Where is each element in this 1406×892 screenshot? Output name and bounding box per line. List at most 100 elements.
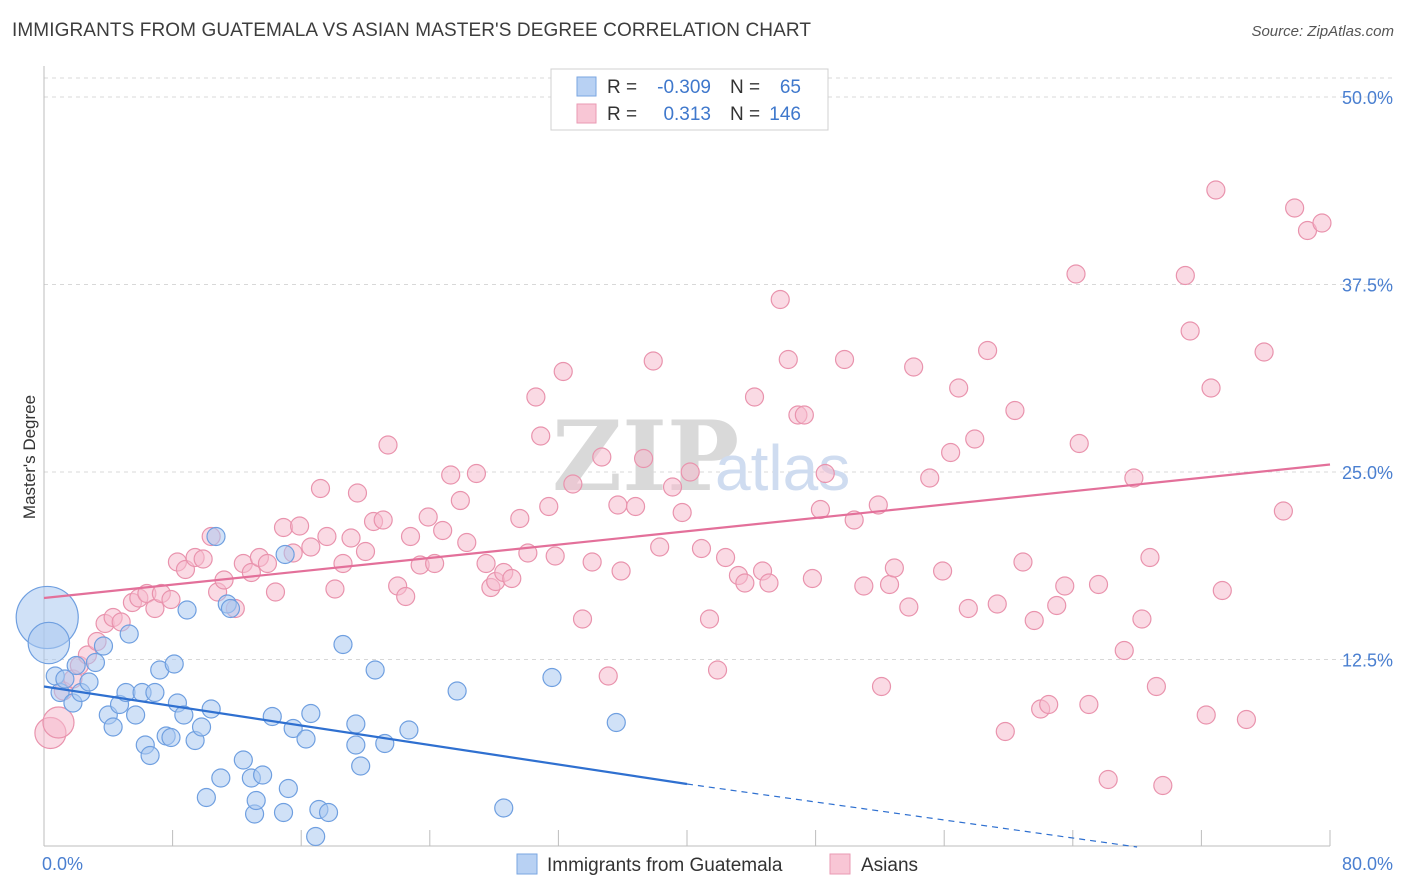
asians-point-1 (42, 706, 75, 739)
guatemala-point-47 (301, 703, 321, 724)
asians-point-125 (1098, 769, 1118, 790)
guatemala-point-44 (278, 778, 298, 799)
legend-r-label-2: R = (607, 104, 637, 125)
asians-point-85 (735, 573, 755, 593)
asians-point-79 (680, 462, 700, 482)
asians-point-118 (1039, 694, 1059, 715)
asians-point-109 (958, 598, 978, 619)
guatemala-point-12 (103, 717, 123, 737)
asians-point-49 (433, 520, 453, 541)
asians-point-65 (553, 361, 573, 382)
asians-point-64 (545, 546, 565, 566)
guatemala-point-15 (119, 624, 139, 644)
asians-point-98 (854, 576, 874, 596)
asians-point-83 (715, 547, 736, 568)
asians-point-137 (1212, 580, 1232, 601)
asians-point-35 (325, 579, 345, 599)
guatemala-point-54 (351, 756, 371, 776)
asians-point-92 (794, 405, 814, 425)
asians-point-102 (884, 558, 904, 578)
asians-point-74 (633, 448, 654, 469)
guatemala-points (15, 526, 626, 847)
x-tick-labels: 0.0% 80.0% (42, 854, 1393, 874)
chart-title: IMMIGRANTS FROM GUATEMALA VS ASIAN MASTE… (12, 20, 812, 41)
series-label-asians: Asians (861, 855, 918, 876)
y-tick-label-2: 37.5% (1342, 276, 1393, 296)
guatemala-point-31 (201, 699, 221, 719)
guatemala-point-46 (296, 729, 316, 749)
legend-r-value-2: 0.313 (663, 104, 711, 125)
asians-point-28 (265, 582, 286, 602)
guatemala-trend-line (43, 685, 688, 786)
guatemala-point-16 (126, 705, 146, 725)
guatemala-point-48 (306, 826, 326, 847)
asians-point-27 (257, 553, 278, 574)
asians-point-19 (193, 549, 213, 569)
asians-point-47 (418, 507, 438, 527)
asians-point-37 (341, 528, 361, 548)
asians-point-36 (333, 553, 353, 574)
guatemala-point-42 (273, 802, 294, 823)
asians-point-80 (691, 538, 712, 559)
asians-point-38 (347, 483, 368, 503)
asians-point-70 (598, 666, 618, 686)
guatemala-point-4 (55, 669, 75, 689)
asians-point-93 (802, 568, 822, 589)
y-tick-labels: 12.5% 25.0% 37.5% 50.0% (1342, 88, 1393, 671)
asians-point-63 (539, 496, 559, 517)
asians-point-77 (662, 477, 683, 497)
asians-point-111 (978, 340, 998, 361)
asians-point-76 (650, 537, 670, 557)
source-credit: Source: ZipAtlas.com (1251, 23, 1394, 40)
asians-point-51 (450, 490, 470, 511)
asians-point-72 (611, 561, 631, 581)
asians-point-113 (995, 721, 1015, 742)
asians-point-104 (904, 357, 924, 377)
asians-point-112 (987, 594, 1007, 614)
asians-point-67 (572, 609, 593, 629)
asians-point-103 (899, 597, 919, 617)
guatemala-point-36 (233, 750, 253, 770)
legend-swatch-blue (576, 76, 597, 97)
asians-point-120 (1055, 576, 1075, 596)
trend-lines (43, 463, 1331, 848)
asians-point-90 (778, 349, 798, 370)
asians-point-71 (608, 495, 628, 515)
legend-r-label-1: R = (607, 77, 637, 98)
asians-point-139 (1254, 342, 1274, 362)
asians-point-15 (161, 589, 181, 610)
asians-point-143 (1312, 213, 1332, 233)
asians-point-123 (1079, 694, 1099, 715)
asians-point-96 (834, 349, 855, 370)
asians-point-133 (1180, 321, 1200, 341)
guatemala-point-27 (177, 600, 197, 620)
asians-point-52 (457, 532, 477, 553)
guatemala-point-6 (66, 655, 86, 676)
asians-point-127 (1124, 468, 1144, 488)
correlation-legend: R = -0.309 N = 65 R = 0.313 N = 146 (550, 68, 829, 131)
asians-point-105 (920, 468, 940, 488)
asians-point-39 (355, 541, 376, 562)
guatemala-trend-extension (686, 783, 1138, 848)
legend-box (550, 68, 829, 131)
guatemala-point-52 (346, 735, 366, 755)
guatemala-point-35 (220, 598, 241, 619)
guatemala-point-8 (79, 672, 99, 692)
guatemala-point-58 (447, 681, 467, 701)
asians-point-97 (844, 510, 864, 530)
asians-point-81 (699, 609, 720, 629)
series-swatch-guatemala (516, 853, 538, 875)
asians-point-130 (1146, 676, 1166, 697)
asians-point-58 (502, 568, 522, 589)
asians-point-119 (1047, 595, 1067, 616)
asians-trend-line (43, 463, 1331, 600)
asians-point-124 (1088, 574, 1109, 595)
asians-point-110 (965, 429, 985, 449)
x-tick-label-start: 0.0% (42, 854, 83, 874)
asians-point-42 (378, 435, 398, 455)
asians-point-135 (1201, 378, 1221, 398)
legend-n-label-1: N = (730, 77, 760, 98)
asians-point-115 (1013, 552, 1033, 572)
asians-point-32 (301, 537, 321, 557)
